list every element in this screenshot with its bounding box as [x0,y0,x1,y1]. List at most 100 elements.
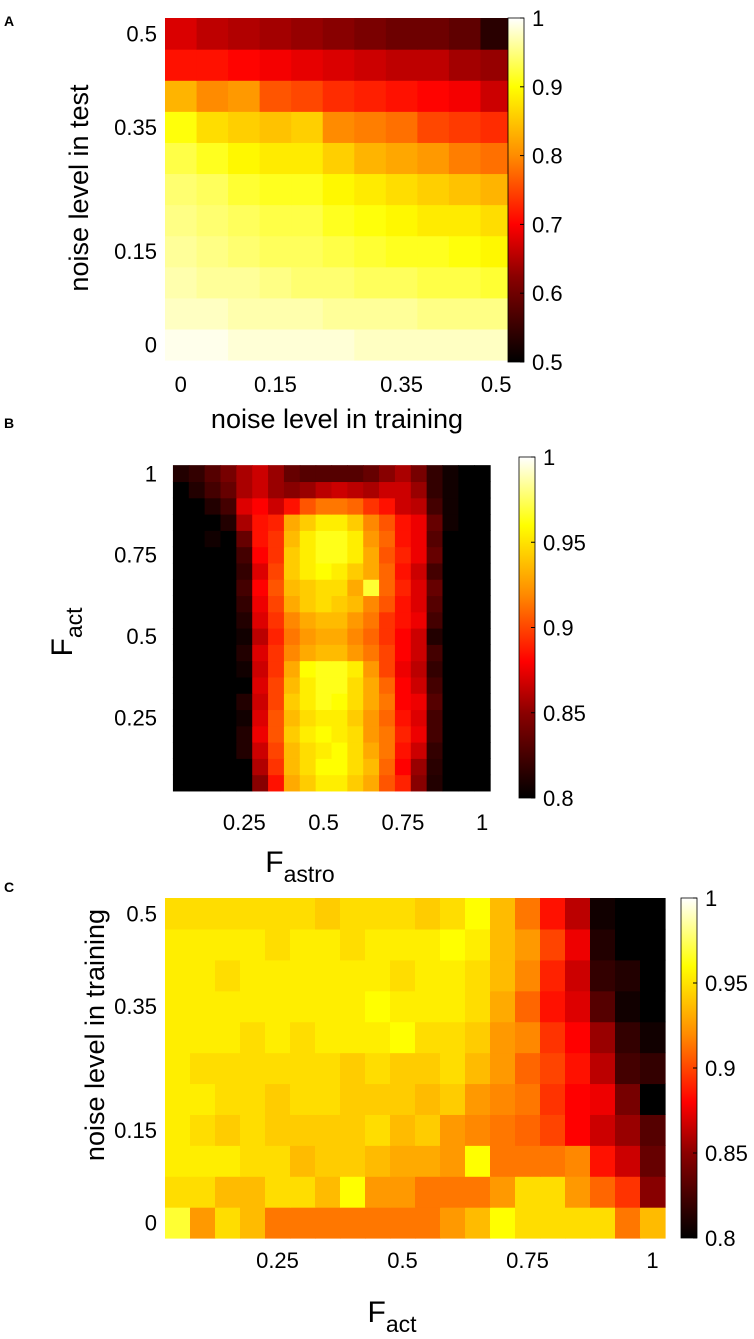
heatmap-cell [410,742,428,759]
heatmap-cell [172,774,190,792]
heatmap-cell [410,514,428,531]
heatmap-cell [458,611,475,629]
heatmap-cell [347,709,364,727]
heatmap-cell [165,1021,191,1054]
heatmap-cell [385,297,418,330]
heatmap-cell [474,676,491,694]
heatmap-cell [240,1052,266,1085]
heatmap-cell [331,530,348,548]
heatmap-cell [458,579,475,597]
heatmap-cell [315,660,333,678]
heatmap-cell [252,497,269,515]
heatmap-cell [490,928,516,961]
heatmap-cell [379,660,396,678]
heatmap-cell [442,481,459,499]
panel-c: C 0.25 0.5 0.75 1 0 0.15 0.35 0.5 Fact noise l… [4,879,748,1337]
heatmap-cell [315,562,333,580]
heatmap-cell [268,562,285,580]
heatmap-cell [283,774,301,792]
colorbar-tick-label: 0.85 [543,701,586,726]
heatmap-cell [283,676,301,694]
panel-a-x-ticks: 0 0.15 0.35 0.5 [175,372,512,397]
heatmap-cell [220,595,237,613]
heatmap-cell [190,990,216,1023]
heatmap-cell [190,1145,216,1177]
heatmap-cell [390,1176,416,1208]
heatmap-cell [252,562,269,580]
heatmap-cell [322,142,355,175]
heatmap-cell [236,497,253,515]
heatmap-cell [283,660,301,678]
heatmap-cell [340,928,366,961]
heatmap-cell [440,990,466,1023]
heatmap-cell [265,1114,291,1146]
heatmap-cell [426,676,444,694]
heatmap-cell [390,1145,416,1177]
heatmap-cell [426,758,444,776]
heatmap-cell [315,546,333,564]
heatmap-cell [458,742,475,759]
heatmap-cell [220,644,237,662]
heatmap-cell [347,611,364,629]
heatmap-cell [331,774,348,792]
heatmap-cell [252,693,269,711]
heatmap-cell [331,562,348,580]
heatmap-cell [417,142,450,175]
heatmap-cell [363,660,380,678]
heatmap-cell [379,562,396,580]
heatmap-cell [315,1052,341,1085]
heatmap-cell [172,676,190,694]
heatmap-cell [385,18,418,50]
heatmap-cell [590,1145,616,1177]
heatmap-cell [590,1052,616,1085]
heatmap-cell [315,465,333,483]
heatmap-cell [474,546,491,564]
heatmap-cell [379,579,396,597]
panel-b-letter: B [4,415,14,431]
heatmap-cell [215,1145,241,1177]
heatmap-cell [354,235,387,268]
heatmap-cell [299,481,317,499]
heatmap-cell [188,530,206,548]
heatmap-cell [417,80,450,112]
heatmap-cell [236,514,253,531]
heatmap-cell [228,18,261,50]
heatmap-cell [347,514,364,531]
heatmap-cell [299,546,317,564]
heatmap-cell [515,1114,541,1146]
heatmap-cell [363,611,380,629]
heatmap-cell [458,530,475,548]
heatmap-cell [236,660,253,678]
heatmap-cell [188,481,206,499]
heatmap-cell [640,1021,666,1054]
heatmap-cell [440,1052,466,1085]
heatmap-cell [363,758,380,776]
heatmap-cell [590,1083,616,1115]
heatmap-cell [480,49,513,81]
heatmap-cell [365,1083,391,1115]
heatmap-cell [204,546,222,564]
heatmap-cell [458,628,475,645]
heatmap-cell [290,1021,316,1054]
heatmap-cell [458,514,475,531]
heatmap-cell [340,1052,366,1085]
heatmap-cell [363,595,380,613]
heatmap-cell [283,709,301,727]
heatmap-cell [259,204,292,237]
heatmap-cell [340,1083,366,1115]
heatmap-cell [410,725,428,743]
heatmap-cell [268,742,285,759]
y-tick-label: 0.5 [126,624,157,649]
heatmap-cell [363,725,380,743]
heatmap-cell [448,18,482,50]
heatmap-cell [240,1114,266,1146]
panel-b-y-ticks: 0.25 0.5 0.75 1 [114,461,157,730]
heatmap-cell [354,204,387,237]
heatmap-cell [440,1114,466,1146]
heatmap-cell [315,1145,341,1177]
heatmap-cell [426,497,444,515]
heatmap-cell [440,1083,466,1115]
x-tick-label: 0.5 [308,810,339,835]
heatmap-cell [365,1052,391,1085]
heatmap-cell [283,497,301,515]
